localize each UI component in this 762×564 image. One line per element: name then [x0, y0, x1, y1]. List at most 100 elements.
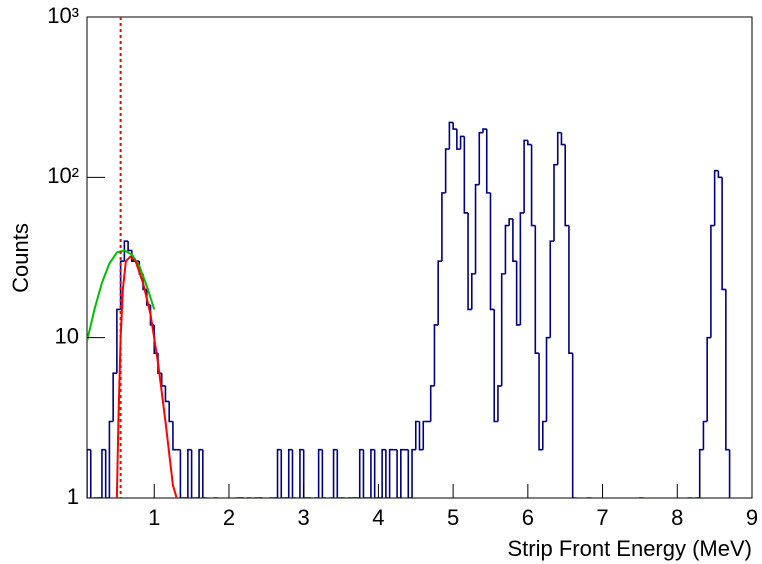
- histogram-bin: [411, 448, 416, 498]
- histogram-bin: [504, 224, 510, 274]
- histogram-bin: [418, 421, 424, 451]
- histogram-bin: [545, 336, 551, 422]
- histogram-bin: [553, 163, 558, 242]
- x-axis-label: Strip Front Energy (MeV): [507, 536, 752, 561]
- histogram-bin: [556, 131, 562, 165]
- x-tick-label: 7: [596, 505, 608, 530]
- histogram-bin: [698, 448, 704, 498]
- histogram-bin: [527, 140, 532, 146]
- histogram-bin: [549, 240, 554, 338]
- histogram-bin: [198, 448, 203, 498]
- x-tick-label: 4: [372, 505, 384, 530]
- y-tick-label: 1: [67, 484, 79, 509]
- histogram-bin: [362, 449, 368, 498]
- histogram-bin: [441, 192, 446, 262]
- histogram-bin: [89, 449, 92, 498]
- histogram-bin: [168, 401, 173, 423]
- histogram-bin: [414, 420, 420, 450]
- histogram-bin: [332, 448, 338, 498]
- histogram-bin: [358, 448, 364, 498]
- x-tick-label: 6: [522, 505, 534, 530]
- histogram-bin: [104, 449, 110, 498]
- histogram-bin: [500, 273, 506, 386]
- histogram-bin: [276, 448, 282, 498]
- histogram-bin: [478, 131, 484, 185]
- x-tick-label: 8: [671, 505, 683, 530]
- histogram-bin: [538, 353, 543, 451]
- histogram-bin: [101, 448, 106, 498]
- x-tick-label: 9: [746, 505, 758, 530]
- histogram-bin: [512, 218, 517, 262]
- histogram-bin: [437, 260, 442, 325]
- histogram-bin: [336, 449, 342, 498]
- histogram-bin: [456, 129, 461, 150]
- x-tick-label: 1: [148, 505, 160, 530]
- histogram-bin: [433, 324, 439, 386]
- histogram-bin: [280, 449, 286, 498]
- histogram-bin: [489, 192, 495, 311]
- histogram-bin: [452, 122, 457, 130]
- histogram-bin: [508, 218, 513, 226]
- histogram-bin: [463, 136, 469, 214]
- histogram-bin: [560, 132, 566, 146]
- histogram-bin: [530, 144, 536, 227]
- histogram-bin: [564, 144, 569, 227]
- histogram-bin: [164, 385, 170, 403]
- histogram-bin: [728, 449, 731, 498]
- histogram-bin: [534, 225, 540, 355]
- histogram-bin: [321, 449, 327, 498]
- histogram-bin: [713, 169, 719, 226]
- histogram-bin: [87, 448, 91, 498]
- plot-area: [87, 17, 731, 498]
- histogram-bin: [459, 135, 465, 150]
- histogram-bin: [373, 449, 379, 498]
- histogram-bin: [385, 449, 390, 498]
- x-tick-label: 3: [298, 505, 310, 530]
- histogram-bin: [317, 448, 323, 498]
- histogram-bin: [370, 448, 375, 498]
- histogram-bin: [396, 449, 401, 498]
- histogram-bin: [497, 385, 502, 422]
- histogram-bin: [717, 170, 723, 179]
- histogram-bin: [519, 212, 525, 325]
- histogram-bin: [721, 177, 726, 291]
- histogram-bin: [706, 336, 711, 422]
- histogram-bin: [710, 224, 715, 338]
- histogram-bin: [493, 309, 498, 423]
- histogram-bin: [429, 385, 435, 422]
- histogram-bin: [482, 128, 487, 133]
- histogram-bin: [302, 449, 308, 498]
- histogram-bin: [116, 308, 121, 374]
- histogram-bin: [474, 183, 480, 274]
- histogram-bin: [400, 448, 405, 498]
- histogram-bin: [187, 448, 192, 498]
- histogram-bin: [523, 139, 528, 213]
- histogram-bin: [108, 420, 114, 498]
- histogram-bin: [422, 420, 427, 450]
- histogram-bin: [568, 225, 573, 355]
- histogram-bin: [160, 373, 166, 387]
- x-tick-label: 2: [223, 505, 235, 530]
- histogram-bin: [515, 261, 521, 326]
- histogram-bin: [112, 372, 117, 422]
- histogram-bin: [381, 448, 386, 498]
- histogram-bin: [190, 449, 196, 498]
- histogram-bin: [467, 212, 472, 311]
- y-tick-label: 10³: [47, 3, 79, 28]
- histogram-bin: [291, 449, 297, 498]
- histogram-bin: [541, 420, 547, 450]
- y-tick-label: 10: [55, 323, 79, 348]
- histogram-bin: [471, 273, 476, 310]
- histogram-bin: [571, 353, 577, 498]
- histogram-bin: [172, 421, 177, 451]
- plot-frame: [86, 16, 753, 499]
- histogram-bin: [485, 129, 491, 194]
- histogram-bin: [407, 449, 413, 498]
- y-axis-label: Counts: [8, 223, 33, 293]
- histogram-bin: [127, 241, 132, 252]
- histogram-bin: [202, 449, 207, 498]
- x-tick-label: 5: [447, 505, 459, 530]
- histogram-bin: [388, 448, 394, 498]
- histogram-bin: [725, 289, 730, 451]
